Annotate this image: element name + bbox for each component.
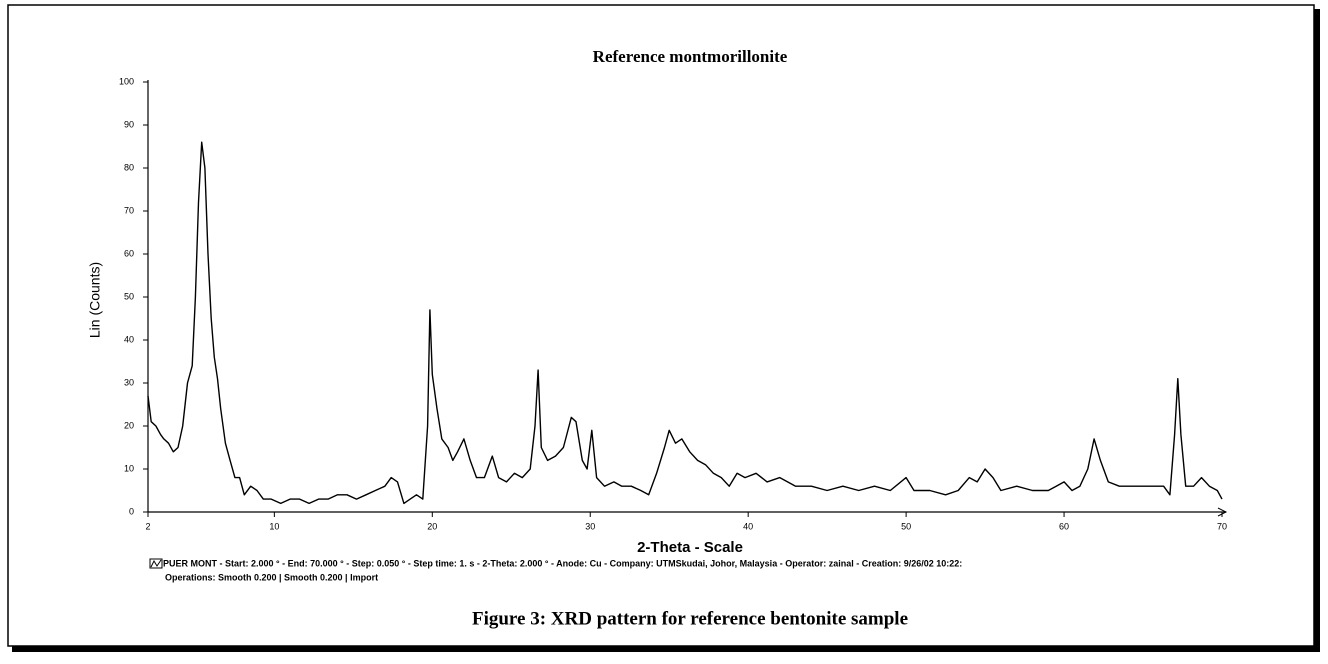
legend-icon-line bbox=[150, 559, 162, 568]
y-tick-label: 80 bbox=[124, 162, 134, 172]
x-tick-label: 50 bbox=[901, 521, 911, 531]
y-tick-label: 50 bbox=[124, 291, 134, 301]
x-axis-arrow bbox=[1217, 507, 1228, 517]
y-tick-label: 30 bbox=[124, 377, 134, 387]
y-tick-label: 100 bbox=[119, 76, 134, 86]
x-tick-label: 70 bbox=[1217, 521, 1227, 531]
legend-icon bbox=[149, 558, 163, 569]
x-tick-label: 30 bbox=[585, 521, 595, 531]
x-tick-label: 20 bbox=[427, 521, 437, 531]
y-tick-label: 70 bbox=[124, 205, 134, 215]
frame bbox=[7, 4, 1315, 647]
x-axis-label: 2-Theta - Scale bbox=[637, 539, 743, 556]
chart-title: Reference montmorillonite bbox=[593, 47, 788, 66]
figure-caption: Figure 3: XRD pattern for reference bent… bbox=[472, 608, 908, 629]
y-tick-label: 40 bbox=[124, 334, 134, 344]
y-tick-label: 60 bbox=[124, 248, 134, 258]
y-tick-label: 20 bbox=[124, 420, 134, 430]
y-tick-label: 90 bbox=[124, 119, 134, 129]
y-tick-label: 10 bbox=[124, 463, 134, 473]
x-tick-label: 60 bbox=[1059, 521, 1069, 531]
y-axis-label: Lin (Counts) bbox=[87, 262, 103, 338]
series-line bbox=[147, 141, 1223, 505]
x-tick-label: 40 bbox=[743, 521, 753, 531]
legend-note: Operations: Smooth 0.200 | Smooth 0.200 … bbox=[165, 572, 378, 582]
x-tick-label: 2 bbox=[145, 521, 150, 531]
y-tick-label: 0 bbox=[129, 506, 134, 516]
legend-note: PUER MONT - Start: 2.000 ° - End: 70.000… bbox=[163, 558, 962, 568]
x-tick-label: 10 bbox=[269, 521, 279, 531]
